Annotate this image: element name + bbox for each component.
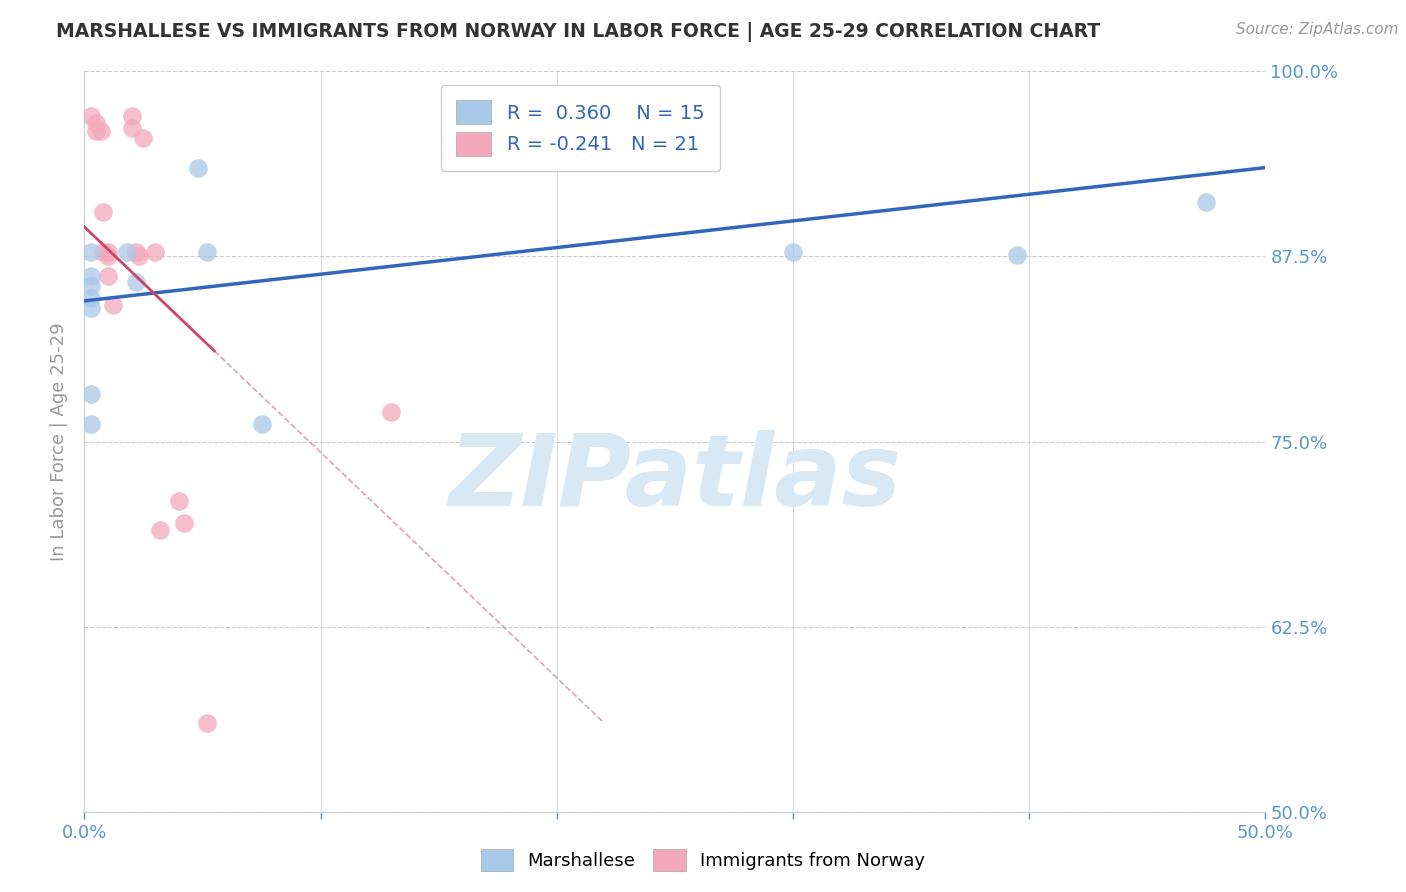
Point [121, 109, 143, 123]
Point [80, 291, 103, 305]
Point [101, 298, 124, 312]
Legend: Marshallese, Immigrants from Norway: Marshallese, Immigrants from Norway [474, 842, 932, 879]
Point [90, 123, 112, 137]
Point [128, 249, 150, 264]
Point [187, 161, 209, 175]
Point [250, 417, 273, 431]
Point [1195, 194, 1218, 209]
Point [195, 715, 218, 730]
Point [84, 116, 107, 130]
Point [80, 268, 103, 283]
Point [1007, 248, 1029, 262]
Point [97, 268, 120, 283]
Point [782, 245, 804, 260]
Point [380, 405, 402, 419]
Text: ZIPatlas: ZIPatlas [449, 430, 901, 527]
Point [80, 387, 103, 401]
Point [80, 245, 103, 260]
Point [132, 131, 155, 145]
Text: Source: ZipAtlas.com: Source: ZipAtlas.com [1236, 22, 1399, 37]
Point [125, 275, 148, 289]
Point [195, 245, 218, 260]
Point [97, 245, 120, 260]
Point [80, 109, 103, 123]
Point [80, 301, 103, 316]
Point [80, 279, 103, 293]
Text: MARSHALLESE VS IMMIGRANTS FROM NORWAY IN LABOR FORCE | AGE 25-29 CORRELATION CHA: MARSHALLESE VS IMMIGRANTS FROM NORWAY IN… [56, 22, 1101, 42]
Point [149, 524, 172, 538]
Point [91, 205, 114, 219]
Point [121, 120, 143, 135]
Point [84, 123, 107, 137]
Point [173, 516, 195, 530]
Point [115, 245, 138, 260]
Point [80, 417, 103, 431]
Point [91, 245, 114, 260]
Point [125, 245, 148, 260]
Point [143, 245, 166, 260]
Point [167, 493, 190, 508]
Point [97, 249, 120, 264]
Y-axis label: In Labor Force | Age 25-29: In Labor Force | Age 25-29 [51, 322, 69, 561]
Legend: R =  0.360    N = 15, R = -0.241   N = 21: R = 0.360 N = 15, R = -0.241 N = 21 [440, 85, 720, 171]
